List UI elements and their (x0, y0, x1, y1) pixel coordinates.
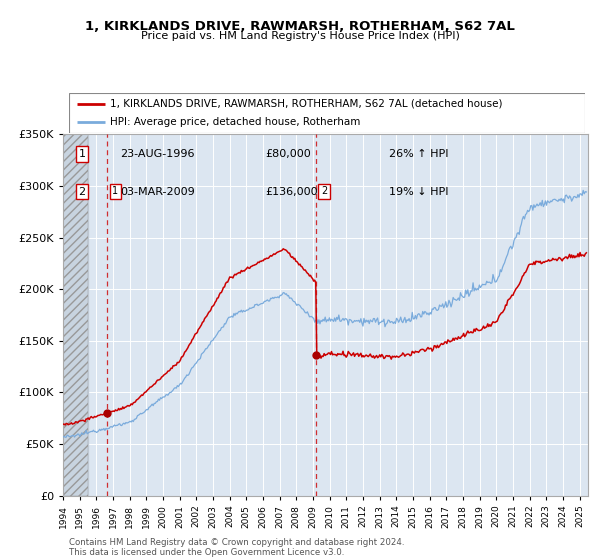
FancyBboxPatch shape (69, 93, 585, 133)
Text: 1, KIRKLANDS DRIVE, RAWMARSH, ROTHERHAM, S62 7AL: 1, KIRKLANDS DRIVE, RAWMARSH, ROTHERHAM,… (85, 20, 515, 32)
Text: Contains HM Land Registry data © Crown copyright and database right 2024.
This d: Contains HM Land Registry data © Crown c… (69, 538, 404, 557)
Bar (63, 134, 88, 496)
Text: 26% ↑ HPI: 26% ↑ HPI (389, 149, 448, 159)
Text: £136,000: £136,000 (265, 186, 318, 197)
Text: £80,000: £80,000 (265, 149, 311, 159)
Text: 1: 1 (79, 149, 85, 159)
Text: 1, KIRKLANDS DRIVE, RAWMARSH, ROTHERHAM, S62 7AL (detached house): 1, KIRKLANDS DRIVE, RAWMARSH, ROTHERHAM,… (110, 99, 503, 109)
Text: 2: 2 (321, 186, 327, 196)
Bar (63, 134, 88, 496)
Text: 1: 1 (112, 186, 118, 196)
Text: 19% ↓ HPI: 19% ↓ HPI (389, 186, 448, 197)
Text: 2: 2 (79, 186, 85, 197)
Text: 03-MAR-2009: 03-MAR-2009 (121, 186, 196, 197)
Text: HPI: Average price, detached house, Rotherham: HPI: Average price, detached house, Roth… (110, 118, 361, 127)
Text: 23-AUG-1996: 23-AUG-1996 (121, 149, 195, 159)
Text: Price paid vs. HM Land Registry's House Price Index (HPI): Price paid vs. HM Land Registry's House … (140, 31, 460, 41)
